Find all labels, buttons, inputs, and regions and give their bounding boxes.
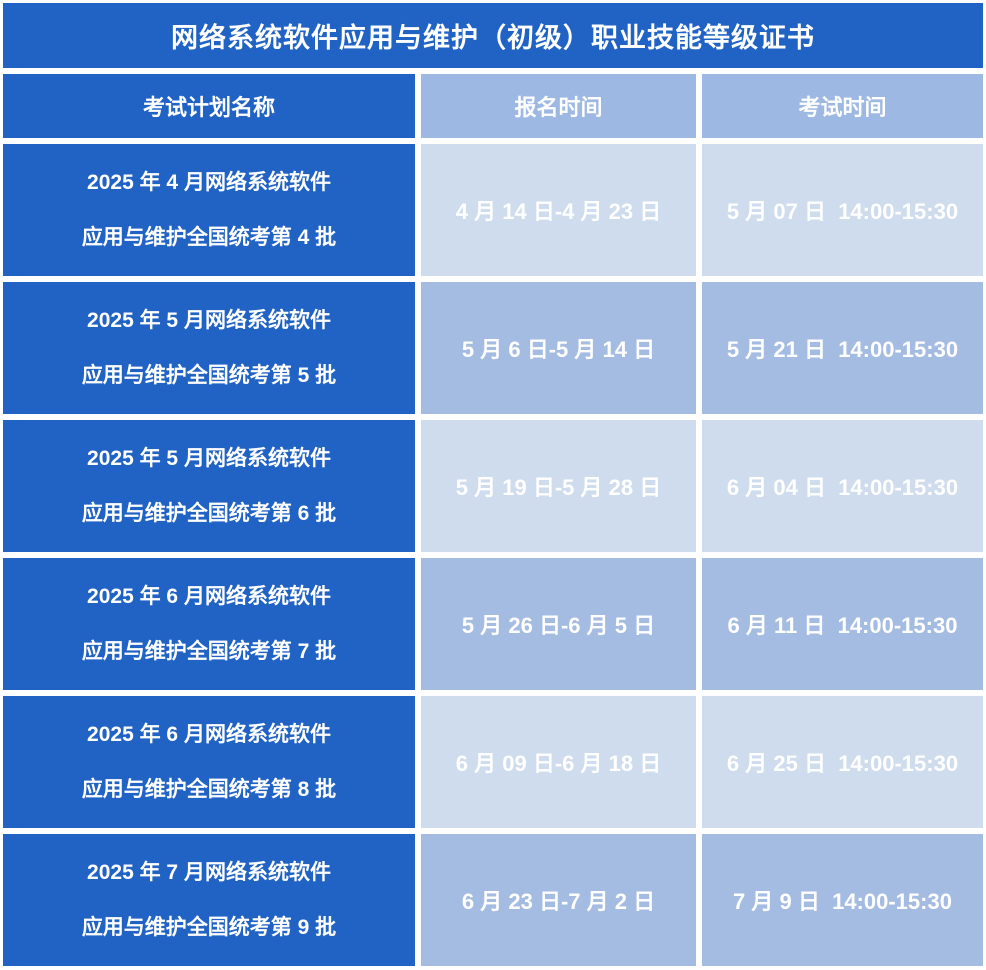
page-title: 网络系统软件应用与维护（初级）职业技能等级证书 [3, 3, 983, 68]
exam-time-cell: 6 月 25 日 14:00-15:30 [702, 696, 983, 828]
exam-plan-name-line1: 2025 年 7 月网络系统软件 [87, 861, 331, 884]
column-header-exam-plan-name: 考试计划名称 [3, 74, 415, 138]
exam-schedule-table: 网络系统软件应用与维护（初级）职业技能等级证书 考试计划名称 报名时间 考试时间… [3, 3, 983, 966]
exam-plan-name-cell: 2025 年 5 月网络系统软件 应用与维护全国统考第 5 批 [3, 282, 415, 414]
exam-plan-name-line2: 应用与维护全国统考第 4 批 [81, 225, 337, 249]
exam-plan-name-line1: 2025 年 6 月网络系统软件 [87, 585, 331, 608]
exam-plan-name-cell: 2025 年 6 月网络系统软件 应用与维护全国统考第 7 批 [3, 558, 415, 690]
exam-plan-name-cell: 2025 年 7 月网络系统软件 应用与维护全国统考第 9 批 [3, 834, 415, 966]
exam-plan-name-cell: 2025 年 4 月网络系统软件 应用与维护全国统考第 4 批 [3, 144, 415, 276]
exam-time-cell: 6 月 04 日 14:00-15:30 [702, 420, 983, 552]
registration-time-cell: 6 月 23 日-7 月 2 日 [421, 834, 696, 966]
registration-time-cell: 6 月 09 日-6 月 18 日 [421, 696, 696, 828]
registration-time-cell: 4 月 14 日-4 月 23 日 [421, 144, 696, 276]
exam-time-cell: 5 月 21 日 14:00-15:30 [702, 282, 983, 414]
registration-time-cell: 5 月 19 日-5 月 28 日 [421, 420, 696, 552]
exam-plan-name-line1: 2025 年 6 月网络系统软件 [87, 723, 331, 746]
exam-plan-name-line2: 应用与维护全国统考第 9 批 [81, 915, 337, 939]
exam-plan-name-line2: 应用与维护全国统考第 8 批 [81, 777, 337, 801]
exam-plan-name-line1: 2025 年 5 月网络系统软件 [87, 447, 331, 470]
exam-plan-name-line1: 2025 年 4 月网络系统软件 [87, 171, 331, 194]
exam-plan-name-line2: 应用与维护全国统考第 6 批 [81, 501, 337, 525]
exam-plan-name-line1: 2025 年 5 月网络系统软件 [87, 309, 331, 332]
column-header-exam-time: 考试时间 [702, 74, 983, 138]
exam-time-cell: 6 月 11 日 14:00-15:30 [702, 558, 983, 690]
registration-time-cell: 5 月 26 日-6 月 5 日 [421, 558, 696, 690]
exam-plan-name-cell: 2025 年 6 月网络系统软件 应用与维护全国统考第 8 批 [3, 696, 415, 828]
exam-plan-name-cell: 2025 年 5 月网络系统软件 应用与维护全国统考第 6 批 [3, 420, 415, 552]
registration-time-cell: 5 月 6 日-5 月 14 日 [421, 282, 696, 414]
exam-plan-name-line2: 应用与维护全国统考第 7 批 [81, 639, 337, 663]
exam-time-cell: 7 月 9 日 14:00-15:30 [702, 834, 983, 966]
column-header-registration-time: 报名时间 [421, 74, 696, 138]
exam-plan-name-line2: 应用与维护全国统考第 5 批 [81, 363, 337, 387]
exam-time-cell: 5 月 07 日 14:00-15:30 [702, 144, 983, 276]
